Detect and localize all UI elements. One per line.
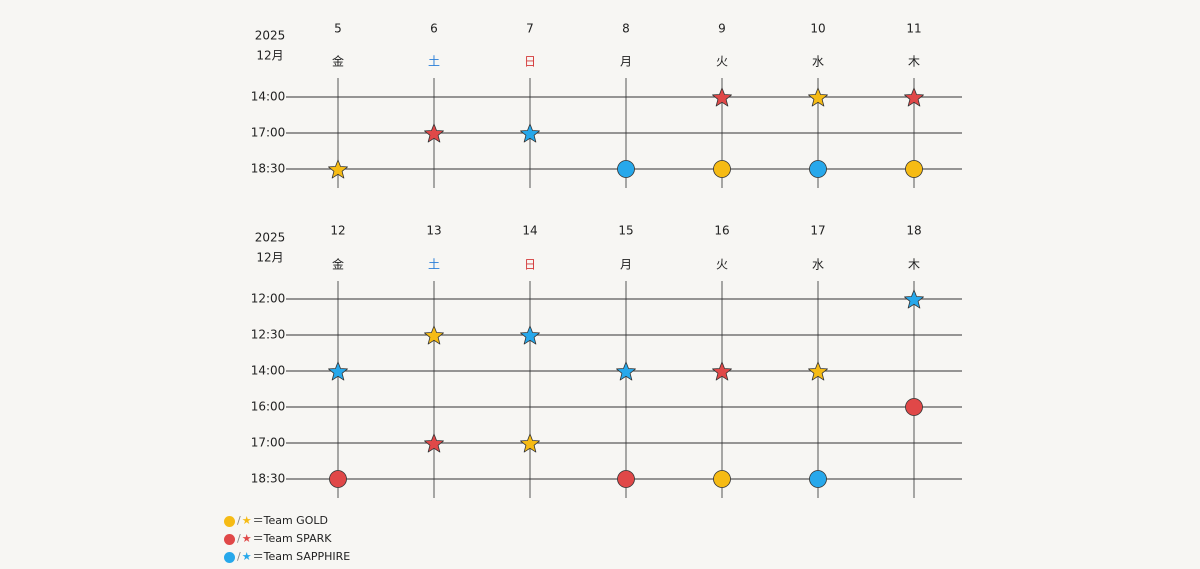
legend: / ★ ＝Team GOLD / ★ ＝Team SPARK / ★ ＝Team… xyxy=(224,512,350,566)
day-number: 6 xyxy=(430,22,438,36)
time-label: 18:30 xyxy=(251,162,286,176)
star-icon: ★ xyxy=(241,514,252,527)
event-star-spark xyxy=(424,433,444,453)
day-of-week: 木 xyxy=(908,55,920,69)
day-number: 12 xyxy=(330,224,345,238)
event-circle-gold xyxy=(713,160,731,178)
event-star-spark xyxy=(904,87,924,107)
event-star-gold xyxy=(328,159,348,179)
day-of-week: 月 xyxy=(620,258,632,272)
month-label: 12月 xyxy=(256,251,283,265)
day-of-week: 金 xyxy=(332,54,344,69)
day-number: 15 xyxy=(618,224,633,238)
day-number: 14 xyxy=(522,224,537,238)
event-star-sapphire xyxy=(520,325,540,345)
day-number: 16 xyxy=(714,224,729,238)
day-number: 10 xyxy=(810,22,825,36)
event-star-gold xyxy=(520,433,540,453)
time-label: 17:00 xyxy=(251,126,286,140)
day-of-week: 火 xyxy=(716,55,728,69)
event-star-sapphire xyxy=(616,361,636,381)
event-star-sapphire xyxy=(520,123,540,143)
event-star-sapphire xyxy=(328,361,348,381)
legend-item-spark: / ★ ＝Team SPARK xyxy=(224,530,350,548)
legend-label-spark: ＝Team SPARK xyxy=(252,532,332,545)
day-of-week: 水 xyxy=(812,55,824,69)
circle-icon xyxy=(224,515,235,527)
day-number: 5 xyxy=(334,22,342,36)
event-star-gold xyxy=(424,325,444,345)
day-of-week: 月 xyxy=(620,55,632,69)
event-star-spark xyxy=(712,87,732,107)
day-of-week: 火 xyxy=(716,258,728,272)
event-circle-sapphire xyxy=(809,160,827,178)
star-icon: ★ xyxy=(241,550,252,563)
event-circle-sapphire xyxy=(617,160,635,178)
year-label: 2025 xyxy=(255,231,286,245)
day-of-week: 土 xyxy=(428,55,440,69)
event-star-spark xyxy=(712,361,732,381)
event-circle-spark xyxy=(905,398,923,416)
circle-icon xyxy=(224,533,235,545)
star-icon: ★ xyxy=(241,532,252,545)
legend-item-sapphire: / ★ ＝Team SAPPHIRE xyxy=(224,548,350,566)
month-label: 12月 xyxy=(256,49,283,63)
day-of-week: 土 xyxy=(428,258,440,272)
event-star-gold xyxy=(808,361,828,381)
time-label: 16:00 xyxy=(251,400,286,414)
event-circle-spark xyxy=(617,470,635,488)
time-label: 14:00 xyxy=(251,90,286,104)
day-number: 18 xyxy=(906,224,921,238)
day-number: 17 xyxy=(810,224,825,238)
day-of-week: 木 xyxy=(908,258,920,272)
time-label: 12:00 xyxy=(251,292,286,306)
event-star-sapphire xyxy=(904,289,924,309)
event-circle-gold xyxy=(905,160,923,178)
event-star-spark xyxy=(424,123,444,143)
legend-label-gold: ＝Team GOLD xyxy=(252,514,328,527)
legend-label-sapphire: ＝Team SAPPHIRE xyxy=(252,550,351,563)
time-label: 17:00 xyxy=(251,436,286,450)
day-of-week: 日 xyxy=(524,258,536,272)
time-label: 14:00 xyxy=(251,364,286,378)
day-number: 13 xyxy=(426,224,441,238)
event-circle-gold xyxy=(713,470,731,488)
day-number: 7 xyxy=(526,22,534,36)
time-label: 18:30 xyxy=(251,472,286,486)
legend-item-gold: / ★ ＝Team GOLD xyxy=(224,512,350,530)
day-number: 11 xyxy=(906,22,921,36)
event-circle-sapphire xyxy=(809,470,827,488)
day-number: 8 xyxy=(622,22,630,36)
day-number: 9 xyxy=(718,22,726,36)
year-label: 2025 xyxy=(255,29,286,43)
day-of-week: 日 xyxy=(524,55,536,69)
day-of-week: 水 xyxy=(812,258,824,272)
time-label: 12:30 xyxy=(251,328,286,342)
day-of-week: 金 xyxy=(332,257,344,272)
event-star-gold xyxy=(808,87,828,107)
event-circle-spark xyxy=(329,470,347,488)
circle-icon xyxy=(224,551,235,563)
